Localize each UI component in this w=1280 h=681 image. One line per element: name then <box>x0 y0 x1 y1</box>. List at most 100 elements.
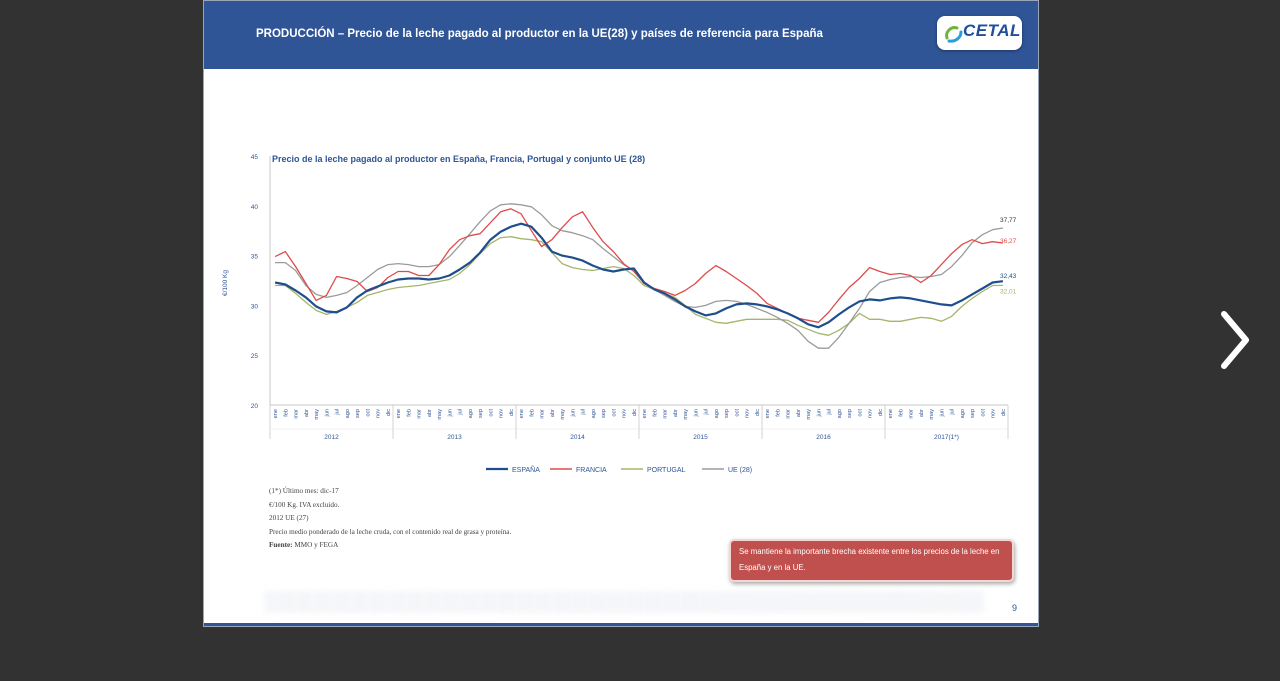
legend: ESPAÑA FRANCIA PORTUGAL UE (28) <box>486 465 752 474</box>
axes: 20 25 30 35 40 45 <box>251 154 1008 410</box>
x-month-label: dic <box>509 409 515 416</box>
x-month-label: mar <box>786 409 792 419</box>
x-month-label: feb <box>898 409 904 417</box>
x-year-label: 2017(1*) <box>934 434 959 441</box>
end-value-label: 37,77 <box>1000 217 1017 224</box>
legend-label: UE (28) <box>728 467 752 474</box>
cetal-logo: CETAL <box>937 16 1022 50</box>
logo-swirl-icon <box>945 26 963 43</box>
x-month-label: mar <box>663 409 669 419</box>
x-month-label: ene <box>273 409 279 418</box>
x-month-label: mar <box>540 409 546 419</box>
series-line-espa-a <box>274 222 1004 329</box>
x-month-label: jun <box>939 409 945 417</box>
x-year-label: 2016 <box>816 434 831 441</box>
x-month-label: may <box>560 409 566 420</box>
x-year-label: 2015 <box>693 434 708 441</box>
chart-notes: (1*) Último mes: dic-17 €/100 Kg. IVA ex… <box>269 485 511 553</box>
x-month-label: may <box>314 409 320 420</box>
x-month-label: ago <box>591 409 597 418</box>
x-month-label: sep <box>478 409 484 418</box>
x-month-label: may <box>437 409 443 420</box>
x-month-label: jun <box>570 409 576 417</box>
x-month-label: ago <box>345 409 351 418</box>
x-month-label: sep <box>970 409 976 418</box>
x-month-label: ago <box>714 409 720 418</box>
x-month-label: abr <box>427 409 433 417</box>
x-month-label: abr <box>919 409 925 417</box>
bottom-rule <box>204 623 1038 626</box>
x-month-label: nov <box>622 409 628 418</box>
x-month-label: feb <box>529 409 535 417</box>
x-month-label: nov <box>376 409 382 418</box>
x-month-label: may <box>683 409 689 420</box>
x-month-label: abr <box>673 409 679 417</box>
x-month-label: jul <box>950 409 956 416</box>
y-tick-label: 45 <box>251 154 259 161</box>
note-last-month: (1*) Último mes: dic-17 <box>269 487 339 495</box>
x-month-label: abr <box>550 409 556 417</box>
end-value-label: 36,27 <box>1000 238 1017 245</box>
series-line-portugal <box>275 236 1003 336</box>
chevron-right-icon[interactable] <box>1214 308 1254 372</box>
source-label: Fuente: <box>269 541 293 549</box>
x-year-label: 2012 <box>324 434 339 441</box>
x-month-label: jul <box>581 409 587 416</box>
logo-text: CETAL <box>963 21 1021 40</box>
y-tick-label: 25 <box>251 353 259 360</box>
x-month-label: may <box>929 409 935 420</box>
note-eu27: 2012 UE (27) <box>269 514 309 522</box>
end-value-label: 32,01 <box>1000 288 1017 295</box>
x-month-label: nov <box>868 409 874 418</box>
x-month-label: jun <box>816 409 822 417</box>
x-month-label: ene <box>396 409 402 418</box>
x-month-label: sep <box>355 409 361 418</box>
x-month-label: ago <box>960 409 966 418</box>
x-month-label: mar <box>294 409 300 419</box>
page-number: 9 <box>1012 603 1018 613</box>
x-month-label: nov <box>499 409 505 418</box>
x-month-label: oct <box>365 409 371 417</box>
x-month-label: jun <box>447 409 453 417</box>
x-month-label: nov <box>991 409 997 418</box>
x-year-label: 2013 <box>447 434 462 441</box>
x-month-label: sep <box>724 409 730 418</box>
legend-label: PORTUGAL <box>647 467 685 474</box>
end-value-label: 32,43 <box>1000 273 1017 280</box>
series-layer: 32,43 36,27 32,01 37,77 <box>274 203 1017 349</box>
series-line-francia <box>274 208 1003 323</box>
note-vat: €/100 Kg. IVA excluido. <box>269 500 340 509</box>
x-month-label: jul <box>704 409 710 416</box>
x-month-label: may <box>806 409 812 420</box>
x-month-label: mar <box>417 409 423 419</box>
x-month-label: ene <box>642 409 648 418</box>
x-month-label: ago <box>837 409 843 418</box>
x-month-label: dic <box>1001 409 1007 416</box>
x-month-label: feb <box>775 409 781 417</box>
x-month-label: jul <box>335 409 341 416</box>
note-source: Fuente: MMO y FEGA <box>269 539 511 553</box>
x-month-label: sep <box>847 409 853 418</box>
x-month-label: oct <box>857 409 863 417</box>
x-month-label: jul <box>827 409 833 416</box>
legend-label: FRANCIA <box>576 467 607 474</box>
slide-title: PRODUCCIÓN – Precio de la leche pagado a… <box>256 28 823 40</box>
x-year-label: 2014 <box>570 434 585 441</box>
y-axis-label: €/100 Kg <box>222 270 229 296</box>
source-value: MMO y FEGA <box>292 541 339 549</box>
x-month-label: oct <box>488 409 494 417</box>
callout-box: Se mantiene la importante brecha existen… <box>729 539 1014 582</box>
legend-label: ESPAÑA <box>512 465 540 474</box>
x-month-label: oct <box>734 409 740 417</box>
x-month-label: ago <box>468 409 474 418</box>
milk-price-line-chart: Precio de la leche pagado al productor e… <box>222 154 1017 474</box>
x-month-label: feb <box>652 409 658 417</box>
x-month-label: dic <box>755 409 761 416</box>
x-month-label: nov <box>745 409 751 418</box>
y-tick-label: 20 <box>251 403 259 410</box>
x-month-label: feb <box>283 409 289 417</box>
x-month-label: oct <box>611 409 617 417</box>
x-month-label: abr <box>304 409 310 417</box>
x-month-label: mar <box>909 409 915 419</box>
x-month-label: oct <box>980 409 986 417</box>
